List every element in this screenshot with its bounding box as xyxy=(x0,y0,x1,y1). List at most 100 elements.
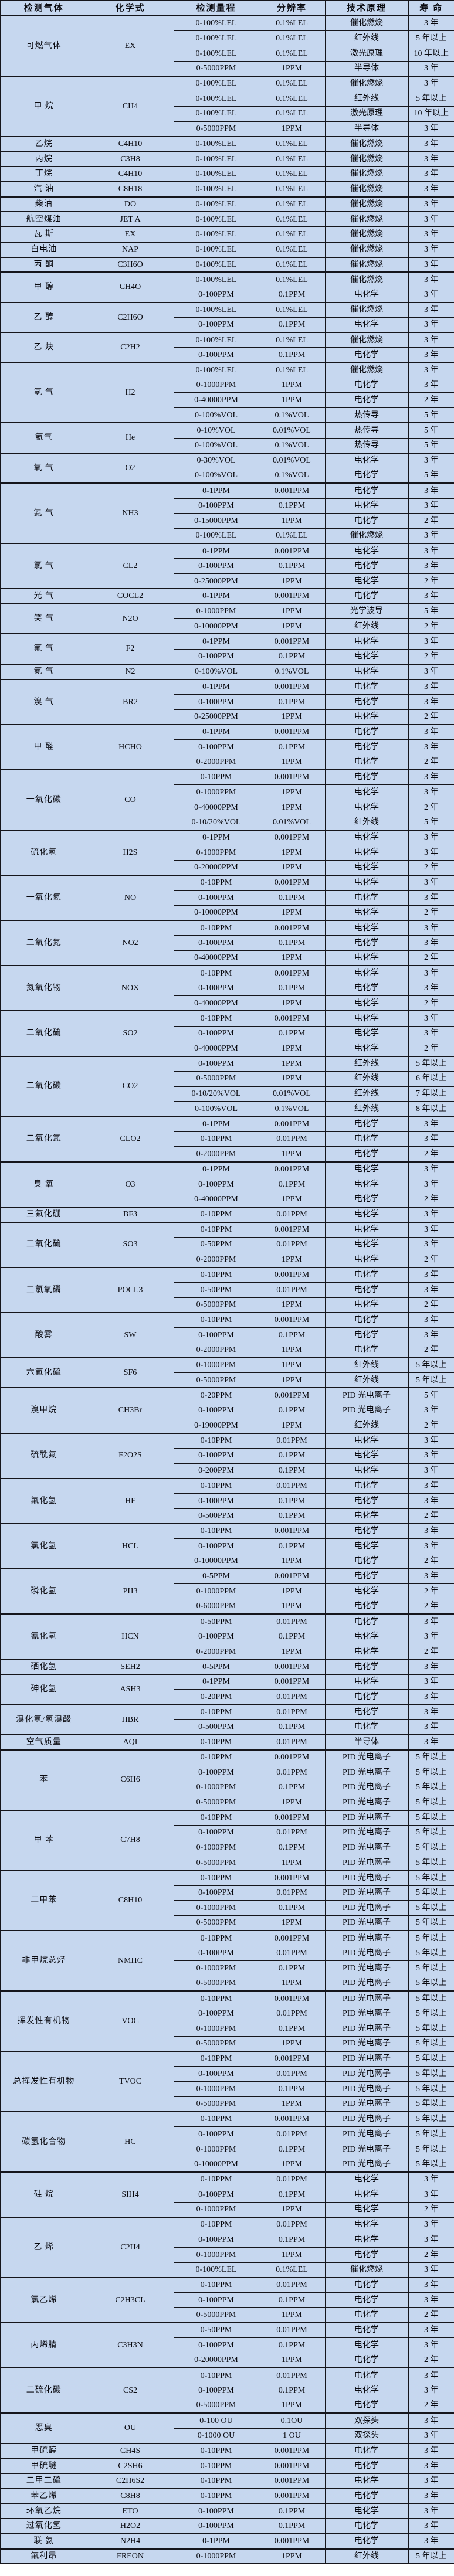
resolution-cell: 0.1PPM xyxy=(258,2503,326,2519)
lifespan-cell: 2 年 xyxy=(408,709,454,725)
range-cell: 0-1PPM xyxy=(173,1116,259,1132)
table-row: 0-1000 OU 1 OU 双探头 3 年 xyxy=(1,2428,454,2444)
principle-cell: 电化学 xyxy=(324,468,409,484)
lifespan-cell: 3 年 xyxy=(408,2216,454,2233)
table-row: 氰化氢 HCN 0-50PPM 0.01PPM 电化学 3 年 xyxy=(0,1613,454,1660)
principle-cell: PID 光电离子 xyxy=(324,2021,409,2037)
resolution-cell: 0.1%LEL xyxy=(258,166,326,182)
range-cell: 0-1PPM xyxy=(173,829,259,846)
principle-cell: 电化学 xyxy=(324,1176,409,1192)
table-row: 氮 气 N2 0-100%VOL 0.1%VOL 电化学 3 年 xyxy=(0,663,454,680)
principle-cell: 电化学 xyxy=(324,377,409,393)
principle-cell: PID 光电离子 xyxy=(324,1809,409,1826)
lifespan-cell: 3 年 xyxy=(408,2518,454,2534)
resolution-cell: 0.1PPM xyxy=(258,1900,326,1916)
resolution-cell: 1PPM xyxy=(258,845,326,861)
table-row: 丙烯腈 C3H3N 0-50PPM 0.01PPM 电化学 3 年 xyxy=(0,2322,454,2368)
lifespan-cell: 3 年 xyxy=(408,2412,454,2429)
lifespan-cell: 3 年 xyxy=(408,1719,454,1735)
formula-cell: CO xyxy=(86,769,174,831)
range-cell: 0-100PPM xyxy=(173,317,259,333)
resolution-cell: 1PPM xyxy=(258,2156,326,2173)
range-cell: 0-100%LEL xyxy=(173,15,259,32)
principle-cell: 电化学 xyxy=(324,2442,409,2459)
range-cell: 0-100%LEL xyxy=(173,211,259,227)
formula-cell: CH4O xyxy=(86,271,174,303)
resolution-cell: 0.1%LEL xyxy=(258,181,326,198)
principle-cell: PID 光电离子 xyxy=(324,2006,409,2022)
range-cell: 0-100%LEL xyxy=(173,2262,259,2278)
range-cell: 0-2000PPM xyxy=(173,1342,259,1358)
gas-name-cell: 丁烷 xyxy=(0,166,87,182)
gas-name-cell: 氢 气 xyxy=(0,362,87,423)
lifespan-cell: 3 年 xyxy=(408,1734,454,1751)
principle-cell: PID 光电离子 xyxy=(324,1975,409,1992)
resolution-cell: 1PPM xyxy=(258,121,326,137)
table-row: 0-100PPM 0.1PPM 电化学 3 年 xyxy=(1,1447,454,1464)
range-cell: 0-100%LEL xyxy=(173,75,259,92)
lifespan-cell: 3 年 xyxy=(408,965,454,981)
principle-cell: 电化学 xyxy=(324,950,409,966)
range-cell: 0-100%LEL xyxy=(173,106,259,122)
table-row: 0-5000PPM 1PPM PID 光电离子 5 年以上 xyxy=(1,1975,454,1992)
table-row: 白电油 NAP 0-100%LEL 0.1%LEL 催化燃烧 3 年 xyxy=(0,241,454,257)
range-cell: 0-1000PPM xyxy=(173,2247,259,2263)
range-cell: 0-10PPM xyxy=(173,1809,259,1826)
range-cell: 0-10PPM xyxy=(173,1704,259,1720)
principle-cell: PID 光电离子 xyxy=(324,1990,409,2007)
lifespan-cell: 3 年 xyxy=(408,1176,454,1192)
principle-cell: 电化学 xyxy=(324,845,409,861)
gas-name-cell: 三氟化硼 xyxy=(0,1206,87,1222)
resolution-cell: 0.001PPM xyxy=(258,2111,326,2128)
table-row: 0-20000PPM 1PPM 电化学 2 年 xyxy=(1,859,454,876)
formula-cell: SO2 xyxy=(86,1010,174,1057)
range-cell: 0-100PPM xyxy=(173,2383,259,2399)
range-cell: 0-100 OU xyxy=(173,2412,259,2429)
table-row: 一氧化碳 CO 0-10PPM 0.001PPM 电化学 3 年 xyxy=(0,769,454,831)
lifespan-cell: 3 年 xyxy=(408,452,454,469)
lifespan-cell: 3 年 xyxy=(408,739,454,755)
principle-cell: 电化学 xyxy=(324,2232,409,2248)
resolution-cell: 0.1PPM xyxy=(258,287,326,303)
resolution-cell: 0.01PPM xyxy=(258,1131,326,1147)
table-row: 0-6000PPM 1PPM 电化学 2 年 xyxy=(1,1598,454,1615)
lifespan-cell: 5 年以上 xyxy=(408,2035,454,2052)
gas-name-cell: 甲 醛 xyxy=(0,723,87,770)
resolution-cell: 0.1%VOL xyxy=(258,663,326,680)
resolution-cell: 0.1PPM xyxy=(258,1840,326,1856)
range-cell: 0-100PPM xyxy=(173,2503,259,2519)
gas-name-cell: 笑 气 xyxy=(0,603,87,634)
range-cell: 0-10PPM xyxy=(173,1870,259,1886)
gas-name-cell: 氮 气 xyxy=(0,663,87,680)
range-cell: 0-20PPM xyxy=(173,1689,259,1705)
principle-cell: 电化学 xyxy=(324,2518,409,2534)
column-header-1: 化学式 xyxy=(86,0,174,16)
lifespan-cell: 3 年 xyxy=(408,920,454,936)
resolution-cell: 1PPM xyxy=(258,2247,326,2263)
table-row: 0-5000PPM 1PPM PID 光电离子 5 年以上 xyxy=(1,1855,454,1871)
formula-cell: ASH3 xyxy=(86,1674,174,1705)
gas-name-cell: 非甲烷总烃 xyxy=(0,1930,87,1992)
resolution-cell: 1PPM xyxy=(258,1644,326,1660)
table-row: 0-500PPM 0.1PPM 电化学 2 年 xyxy=(1,1508,454,1524)
resolution-cell: 0.001PPM xyxy=(258,1221,326,1238)
table-row: 0-5000PPM 1PPM PID 光电离子 5 年以上 xyxy=(1,2096,454,2112)
gas-name-cell: 氦气 xyxy=(0,422,87,454)
principle-cell: 电化学 xyxy=(324,935,409,951)
gas-name-cell: 乙 醇 xyxy=(0,301,87,333)
principle-cell: 电化学 xyxy=(324,2322,409,2339)
lifespan-cell: 3 年 xyxy=(408,1493,454,1509)
table-row: 空气质量 AQI 0-10PPM 0.01PPM 半导体 3 年 xyxy=(0,1734,454,1751)
principle-cell: 电化学 xyxy=(324,2473,409,2489)
principle-cell: PID 光电离子 xyxy=(324,1885,409,1901)
range-cell: 0-10PPM xyxy=(173,1734,259,1751)
formula-cell: N2O xyxy=(86,603,174,634)
range-cell: 0-100%LEL xyxy=(173,135,259,152)
table-row: 0-40000PPM 1PPM 电化学 2 年 xyxy=(1,1191,454,1208)
formula-cell: C2H6O xyxy=(86,301,174,333)
principle-cell: 电化学 xyxy=(324,874,409,891)
lifespan-cell: 3 年 xyxy=(408,1613,454,1630)
resolution-cell: 0.1PPM xyxy=(258,648,326,665)
lifespan-cell: 5 年 xyxy=(408,422,454,439)
lifespan-cell: 5 年以上 xyxy=(408,1055,454,1072)
